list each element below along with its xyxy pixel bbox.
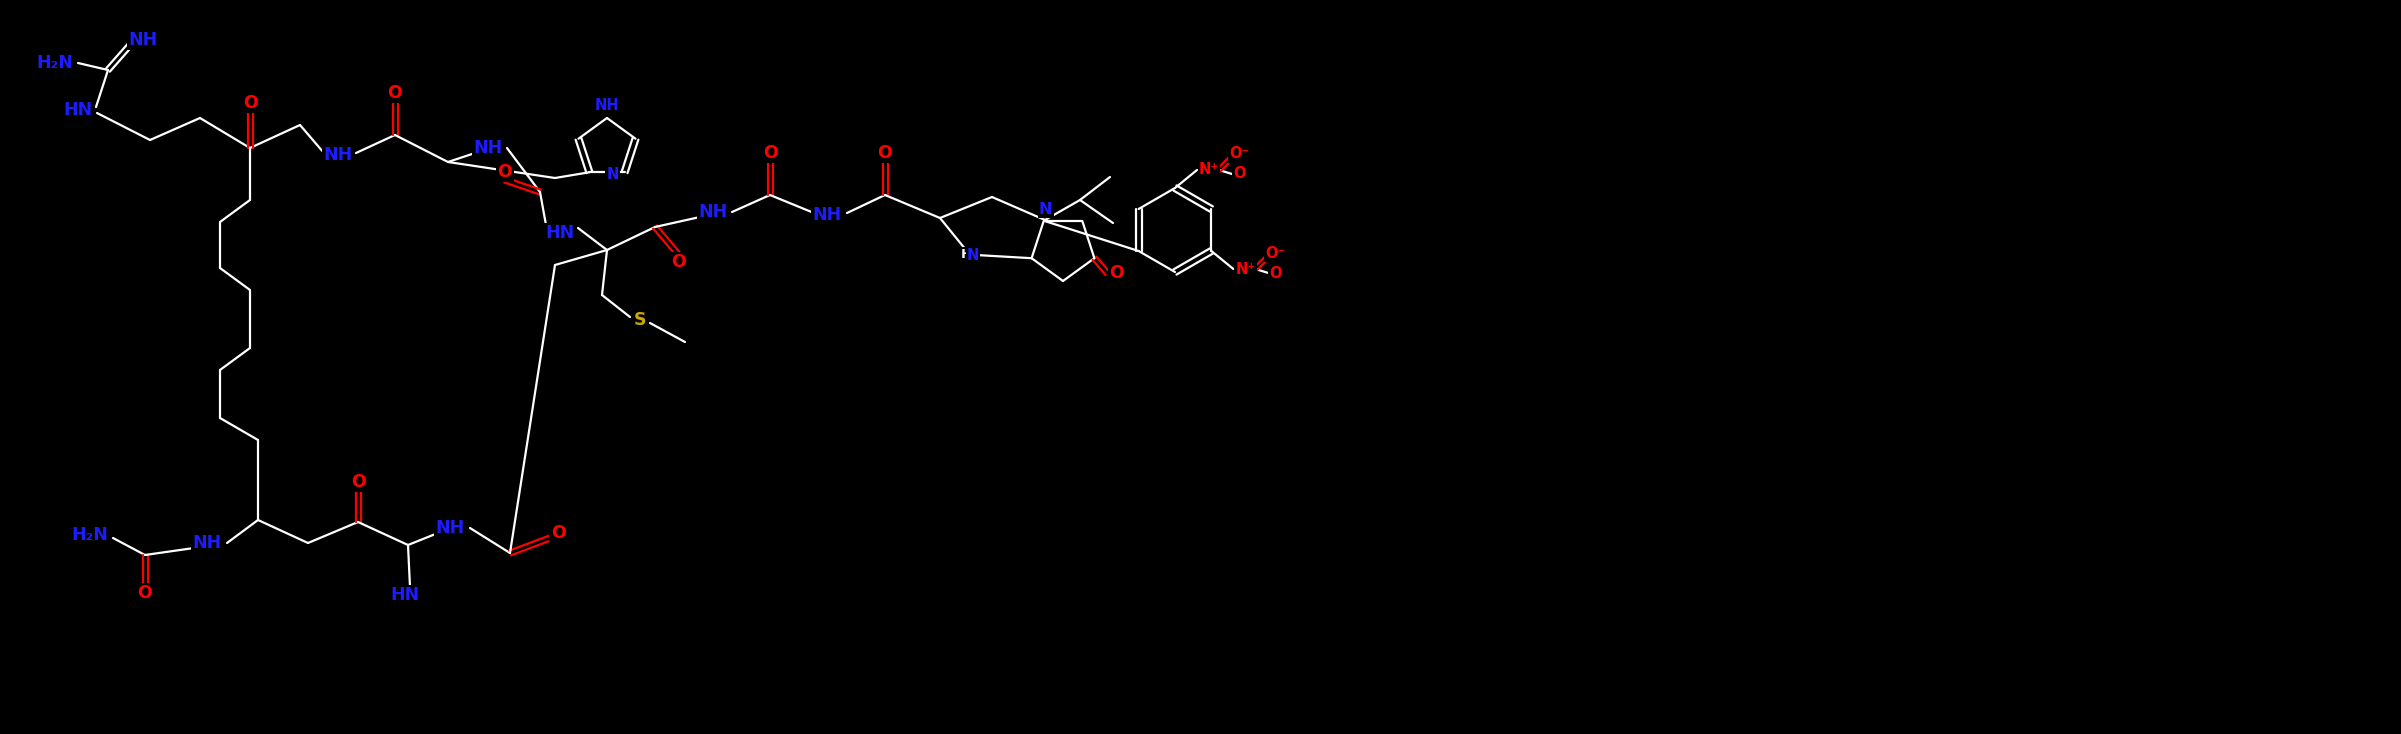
- Text: S: S: [634, 311, 646, 329]
- Text: NH: NH: [699, 203, 728, 221]
- Text: HN: HN: [545, 224, 574, 242]
- Text: O: O: [550, 524, 564, 542]
- Text: O: O: [1232, 167, 1246, 181]
- Text: O: O: [879, 144, 893, 162]
- Text: NH: NH: [595, 98, 619, 114]
- Text: NH: NH: [435, 519, 466, 537]
- Text: NH: NH: [192, 534, 221, 552]
- Text: O: O: [1109, 264, 1124, 282]
- Text: HN: HN: [391, 586, 420, 604]
- Text: NH: NH: [812, 206, 843, 224]
- Text: O: O: [1270, 266, 1282, 280]
- Text: O⁻: O⁻: [1229, 147, 1249, 161]
- Text: H: H: [960, 249, 972, 261]
- Text: NH: NH: [127, 31, 158, 49]
- Text: O: O: [764, 144, 778, 162]
- Text: O: O: [137, 584, 151, 602]
- Text: N: N: [968, 247, 980, 263]
- Text: O: O: [670, 253, 684, 271]
- Text: O: O: [351, 473, 365, 491]
- Text: O: O: [497, 163, 511, 181]
- Text: O: O: [243, 94, 257, 112]
- Text: H₂N: H₂N: [36, 54, 74, 72]
- Text: NH: NH: [473, 139, 502, 157]
- Text: N⁺: N⁺: [1234, 261, 1256, 277]
- Text: N⁺: N⁺: [1198, 162, 1220, 178]
- Text: NH: NH: [324, 146, 353, 164]
- Text: O⁻: O⁻: [1265, 245, 1285, 261]
- Text: N: N: [1040, 202, 1052, 217]
- Text: O: O: [387, 84, 403, 102]
- Text: HN: HN: [62, 101, 94, 119]
- Text: N: N: [607, 167, 619, 182]
- Text: H₂N: H₂N: [72, 526, 108, 544]
